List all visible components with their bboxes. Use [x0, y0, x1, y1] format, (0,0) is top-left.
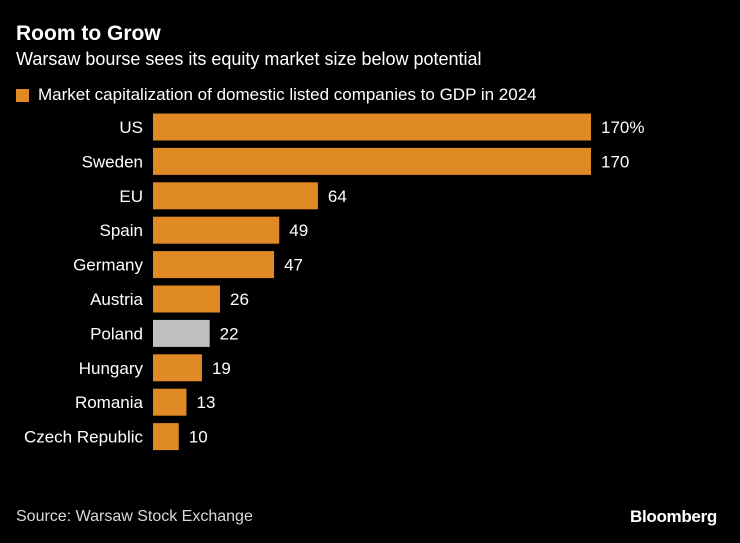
category-label-czech-republic: Czech Republic [24, 428, 144, 447]
value-label-spain: 49 [289, 221, 308, 240]
category-label-poland: Poland [90, 324, 143, 343]
category-label-austria: Austria [90, 290, 143, 309]
bar-sweden [153, 147, 591, 175]
bar-austria [153, 285, 220, 313]
bar-hungary [153, 354, 202, 382]
value-label-austria: 26 [230, 290, 249, 309]
value-label-germany: 47 [284, 256, 303, 275]
chart-title: Room to Grow [16, 22, 161, 45]
chart-subtitle: Warsaw bourse sees its equity market siz… [16, 49, 482, 69]
bloomberg-logo: Bloomberg [629, 507, 717, 526]
legend-label: Market capitalization of domestic listed… [38, 85, 537, 104]
value-label-czech-republic: 10 [189, 428, 208, 447]
bar-spain [153, 216, 280, 244]
value-label-romania: 13 [196, 393, 215, 412]
value-label-hungary: 19 [212, 359, 231, 378]
bar-poland [153, 319, 210, 347]
category-label-spain: Spain [100, 221, 143, 240]
source-note: Source: Warsaw Stock Exchange [16, 508, 253, 525]
category-label-germany: Germany [73, 256, 143, 275]
category-label-hungary: Hungary [79, 359, 144, 378]
value-label-poland: 22 [220, 324, 239, 343]
bar-chart: US 170% Sweden 170 EU 64 Spain 49 Germany 47 Austr… [24, 113, 644, 451]
bar-us [153, 113, 591, 141]
bar-eu [153, 182, 318, 210]
legend-swatch [16, 88, 29, 102]
category-label-sweden: Sweden [82, 152, 143, 171]
bar-romania [153, 388, 187, 416]
category-label-romania: Romania [75, 393, 144, 412]
bar-czech-republic [153, 423, 179, 451]
bar-germany [153, 251, 275, 279]
legend: Market capitalization of domestic listed… [16, 85, 537, 105]
category-label-eu: EU [119, 187, 143, 206]
value-label-sweden: 170 [601, 152, 629, 171]
value-label-us: 170% [601, 118, 644, 137]
category-label-us: US [119, 118, 143, 137]
value-label-eu: 64 [328, 187, 347, 206]
